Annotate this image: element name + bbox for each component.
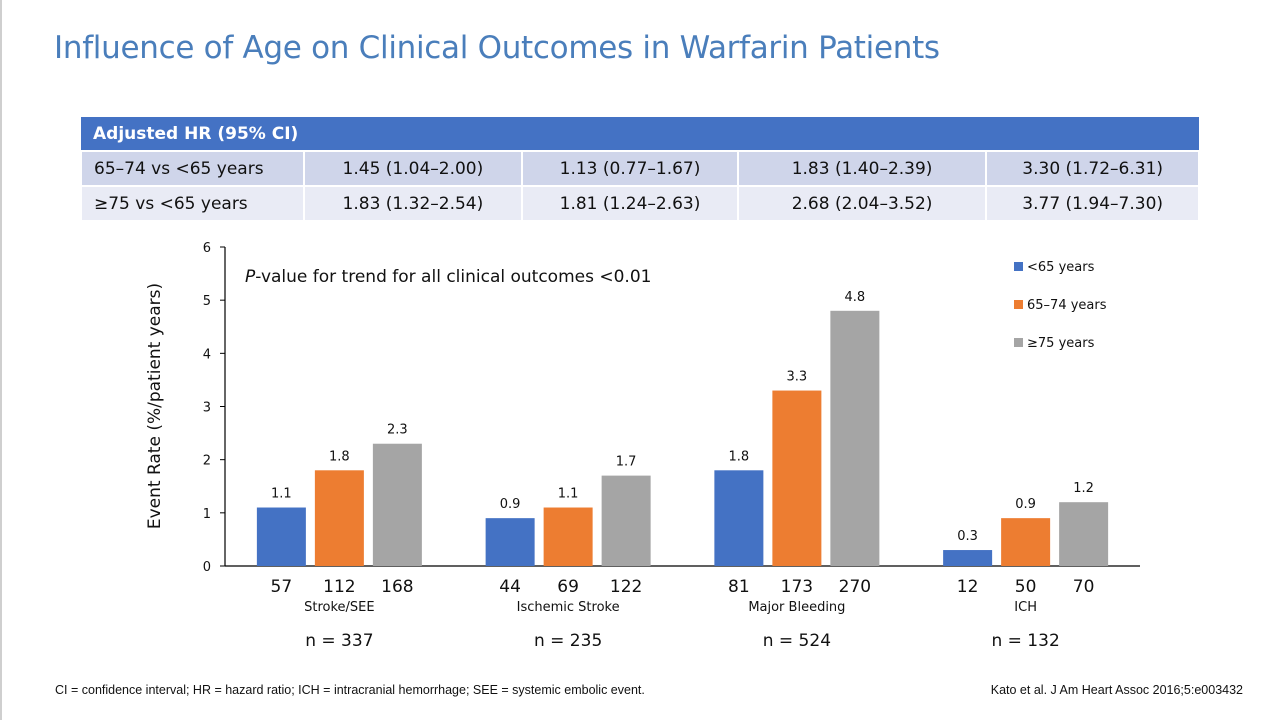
- table-cell: 1.13 (0.77–1.67): [521, 150, 739, 187]
- x-category-label: Ischemic Stroke: [517, 600, 620, 615]
- sample-size-label: 57: [271, 577, 293, 597]
- sample-size-label: 173: [781, 577, 813, 597]
- x-category-label: Major Bleeding: [748, 600, 845, 615]
- sample-size-label: 270: [839, 577, 871, 597]
- legend-label: ≥75 years: [1027, 336, 1095, 351]
- sample-size-label: 122: [610, 577, 642, 597]
- bar: [314, 470, 364, 566]
- data-label: 2.3: [387, 423, 408, 438]
- legend-swatch: [1014, 262, 1023, 271]
- data-label: 1.1: [558, 487, 579, 502]
- y-tick-label: 0: [203, 560, 211, 575]
- y-tick-label: 4: [203, 347, 211, 362]
- table-header: Adjusted HR (95% CI): [81, 117, 1199, 151]
- y-tick-label: 3: [203, 401, 211, 416]
- bar: [943, 550, 993, 566]
- row-label: ≥75 vs <65 years: [80, 185, 305, 222]
- table-cell: 1.83 (1.32–2.54): [302, 185, 524, 222]
- legend-label: 65–74 years: [1027, 298, 1107, 313]
- table-cell: 1.81 (1.24–2.63): [521, 185, 739, 222]
- data-label: 0.3: [957, 529, 978, 544]
- citation: Kato et al. J Am Heart Assoc 2016;5:e003…: [990, 683, 1243, 697]
- y-tick-label: 1: [203, 507, 211, 522]
- y-tick-label: 2: [203, 454, 211, 469]
- table-cell: 1.45 (1.04–2.00): [302, 150, 524, 187]
- row-label: 65–74 vs <65 years: [80, 150, 305, 187]
- sample-size-label: 112: [323, 577, 355, 597]
- sample-size-label: 69: [557, 577, 579, 597]
- page-title: Influence of Age on Clinical Outcomes in…: [54, 30, 940, 66]
- trend-annotation: P-value for trend for all clinical outco…: [245, 267, 651, 287]
- data-label: 1.1: [271, 487, 292, 502]
- bar: [372, 443, 422, 566]
- data-label: 4.8: [845, 290, 866, 305]
- table-row: 65–74 vs <65 years 1.45 (1.04–2.00) 1.13…: [80, 150, 1200, 187]
- data-label: 1.2: [1073, 481, 1094, 496]
- category-total-label: n = 524: [763, 631, 831, 651]
- bar: [601, 475, 651, 566]
- legend-label: <65 years: [1027, 260, 1095, 275]
- data-label: 0.9: [1015, 497, 1036, 512]
- y-tick-label: 5: [203, 294, 211, 309]
- bar: [1001, 518, 1051, 566]
- table-cell: 3.30 (1.72–6.31): [985, 150, 1200, 187]
- legend-swatch: [1014, 338, 1023, 347]
- category-total-label: n = 235: [534, 631, 602, 651]
- legend-swatch: [1014, 300, 1023, 309]
- bar: [830, 310, 880, 566]
- bar: [772, 390, 822, 566]
- table-cell: 2.68 (2.04–3.52): [736, 185, 988, 222]
- data-label: 1.8: [729, 449, 750, 464]
- category-total-label: n = 132: [991, 631, 1059, 651]
- sample-size-label: 70: [1073, 577, 1095, 597]
- x-category-label: Stroke/SEE: [304, 600, 374, 615]
- y-axis-label: Event Rate (%/patient years): [145, 283, 165, 529]
- table-row: ≥75 vs <65 years 1.83 (1.32–2.54) 1.81 (…: [80, 185, 1200, 222]
- sample-size-label: 12: [957, 577, 979, 597]
- slide-edge: [0, 0, 2, 720]
- table-cell: 3.77 (1.94–7.30): [985, 185, 1200, 222]
- sample-size-label: 168: [381, 577, 413, 597]
- y-tick-label: 6: [203, 241, 211, 256]
- footnote: CI = confidence interval; HR = hazard ra…: [55, 683, 645, 697]
- bar: [485, 518, 535, 566]
- bar: [1059, 502, 1109, 566]
- bar: [256, 507, 306, 566]
- data-label: 0.9: [500, 497, 521, 512]
- sample-size-label: 50: [1015, 577, 1037, 597]
- bar: [543, 507, 593, 566]
- bar: [714, 470, 764, 566]
- sample-size-label: 44: [499, 577, 521, 597]
- x-category-label: ICH: [1014, 600, 1037, 615]
- hazard-ratio-table: Adjusted HR (95% CI) 65–74 vs <65 years …: [80, 117, 1200, 222]
- sample-size-label: 81: [728, 577, 750, 597]
- table-cell: 1.83 (1.40–2.39): [736, 150, 988, 187]
- data-label: 1.7: [616, 455, 637, 470]
- category-total-label: n = 337: [305, 631, 373, 651]
- data-label: 3.3: [787, 370, 808, 385]
- data-label: 1.8: [329, 449, 350, 464]
